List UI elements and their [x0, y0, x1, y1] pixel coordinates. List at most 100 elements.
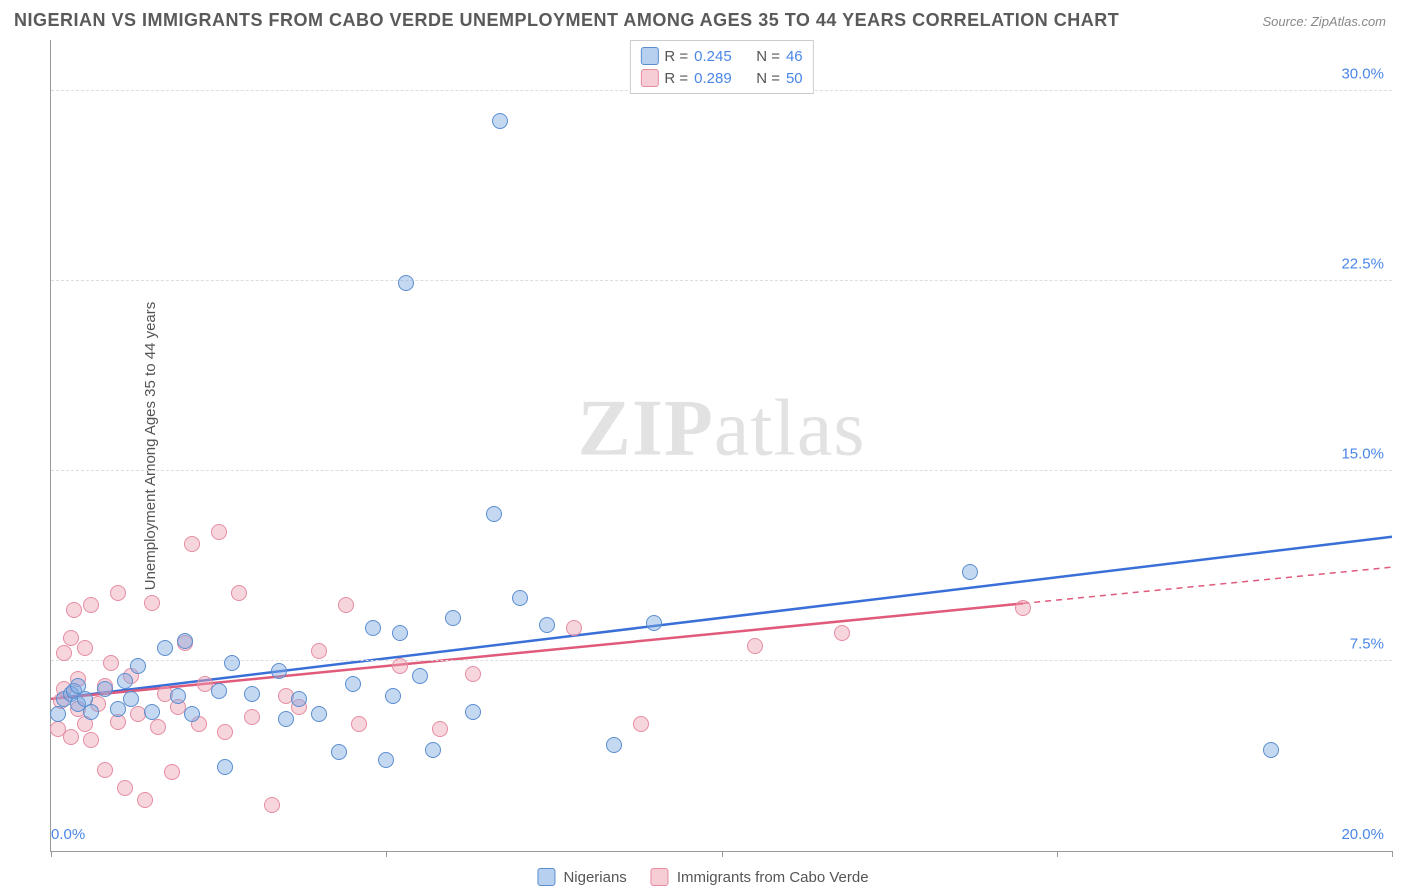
- data-point: [606, 737, 622, 753]
- x-tick-label: 20.0%: [1341, 826, 1384, 843]
- legend-label: Immigrants from Cabo Verde: [677, 869, 869, 886]
- data-point: [338, 597, 354, 613]
- data-point: [224, 655, 240, 671]
- x-tick: [722, 851, 723, 857]
- legend-n-value: 46: [786, 48, 803, 65]
- data-point: [144, 595, 160, 611]
- data-point: [271, 663, 287, 679]
- data-point: [123, 691, 139, 707]
- gridline-h: [51, 280, 1392, 281]
- data-point: [77, 640, 93, 656]
- data-point: [345, 676, 361, 692]
- watermark-atlas: atlas: [714, 385, 866, 473]
- watermark-zip: ZIP: [578, 385, 714, 473]
- chart-title: NIGERIAN VS IMMIGRANTS FROM CABO VERDE U…: [14, 10, 1119, 31]
- data-point: [311, 643, 327, 659]
- legend-n-label: N =: [756, 48, 780, 65]
- x-tick: [1057, 851, 1058, 857]
- data-point: [117, 780, 133, 796]
- data-point: [398, 275, 414, 291]
- x-tick-label: 0.0%: [51, 826, 85, 843]
- data-point: [264, 797, 280, 813]
- data-point: [392, 658, 408, 674]
- plot-area: ZIPatlas R = 0.245 N = 46R = 0.289 N = 5…: [50, 40, 1392, 852]
- data-point: [486, 506, 502, 522]
- x-tick: [1392, 851, 1393, 857]
- legend-series: Nigerians Immigrants from Cabo Verde: [537, 868, 868, 886]
- data-point: [164, 764, 180, 780]
- data-point: [962, 564, 978, 580]
- data-point: [184, 706, 200, 722]
- legend-swatch: [640, 69, 658, 87]
- data-point: [97, 681, 113, 697]
- data-point: [1015, 600, 1031, 616]
- data-point: [392, 625, 408, 641]
- legend-item: Nigerians: [537, 868, 626, 886]
- x-tick: [386, 851, 387, 857]
- data-point: [56, 645, 72, 661]
- legend-n-label: N =: [756, 70, 780, 87]
- data-point: [425, 742, 441, 758]
- data-point: [311, 706, 327, 722]
- legend-swatch: [651, 868, 669, 886]
- data-point: [170, 688, 186, 704]
- data-point: [144, 704, 160, 720]
- data-point: [110, 585, 126, 601]
- gridline-h: [51, 470, 1392, 471]
- legend-r-value: 0.245: [694, 48, 732, 65]
- data-point: [351, 716, 367, 732]
- data-point: [83, 597, 99, 613]
- data-point: [834, 625, 850, 641]
- data-point: [465, 666, 481, 682]
- data-point: [217, 724, 233, 740]
- data-point: [83, 732, 99, 748]
- data-point: [217, 759, 233, 775]
- data-point: [244, 686, 260, 702]
- data-point: [211, 524, 227, 540]
- y-tick-label: 15.0%: [1341, 445, 1384, 462]
- data-point: [157, 640, 173, 656]
- data-point: [1263, 742, 1279, 758]
- data-point: [50, 706, 66, 722]
- legend-label: Nigerians: [563, 869, 626, 886]
- data-point: [633, 716, 649, 732]
- x-tick: [51, 851, 52, 857]
- source-label: Source: ZipAtlas.com: [1262, 14, 1386, 29]
- data-point: [291, 691, 307, 707]
- data-point: [465, 704, 481, 720]
- data-point: [63, 729, 79, 745]
- legend-r-label: R =: [664, 70, 688, 87]
- legend-n-value: 50: [786, 70, 803, 87]
- data-point: [211, 683, 227, 699]
- trendlines: [51, 40, 1392, 851]
- data-point: [331, 744, 347, 760]
- legend-swatch: [640, 47, 658, 65]
- y-tick-label: 22.5%: [1341, 255, 1384, 272]
- data-point: [365, 620, 381, 636]
- data-point: [244, 709, 260, 725]
- legend-stat-row: R = 0.245 N = 46: [640, 45, 802, 67]
- data-point: [646, 615, 662, 631]
- data-point: [103, 655, 119, 671]
- data-point: [150, 719, 166, 735]
- data-point: [539, 617, 555, 633]
- y-tick-label: 30.0%: [1341, 65, 1384, 82]
- legend-r-label: R =: [664, 48, 688, 65]
- watermark: ZIPatlas: [578, 384, 866, 475]
- data-point: [177, 633, 193, 649]
- data-point: [137, 792, 153, 808]
- data-point: [130, 658, 146, 674]
- data-point: [66, 602, 82, 618]
- legend-r-value: 0.289: [694, 70, 732, 87]
- data-point: [492, 113, 508, 129]
- y-tick-label: 7.5%: [1350, 635, 1384, 652]
- data-point: [378, 752, 394, 768]
- data-point: [747, 638, 763, 654]
- legend-stat-row: R = 0.289 N = 50: [640, 67, 802, 89]
- legend-item: Immigrants from Cabo Verde: [651, 868, 869, 886]
- data-point: [412, 668, 428, 684]
- legend-stats: R = 0.245 N = 46R = 0.289 N = 50: [629, 40, 813, 94]
- data-point: [184, 536, 200, 552]
- gridline-h: [51, 660, 1392, 661]
- data-point: [83, 704, 99, 720]
